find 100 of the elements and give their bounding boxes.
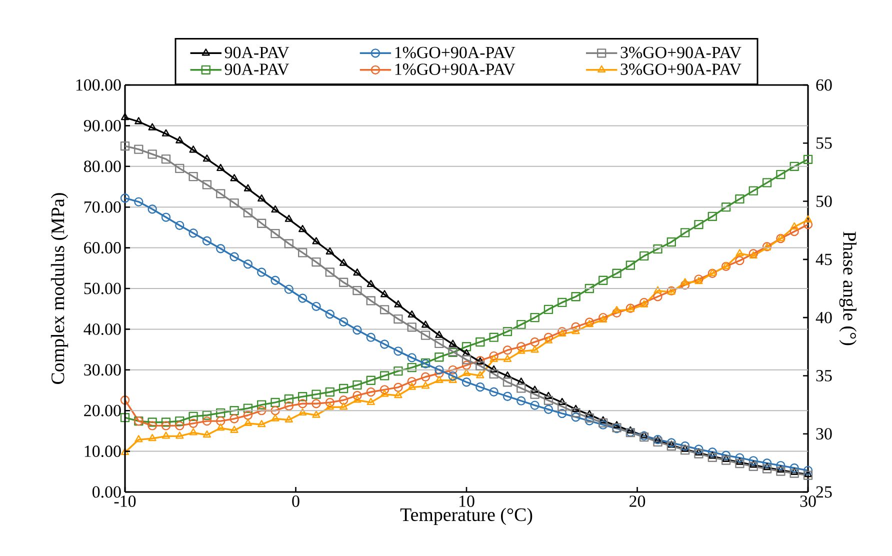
point xyxy=(352,286,362,296)
point xyxy=(489,369,498,379)
y-tick-label: 70.00 xyxy=(84,201,121,213)
point xyxy=(175,220,184,230)
point xyxy=(776,466,786,476)
point xyxy=(667,440,676,448)
point xyxy=(612,308,622,318)
point xyxy=(366,376,376,385)
point xyxy=(544,304,554,314)
x-tick-label: 20 xyxy=(630,496,646,507)
point xyxy=(776,465,785,473)
point xyxy=(803,220,813,230)
point xyxy=(530,337,540,347)
point xyxy=(230,174,238,182)
point xyxy=(176,432,184,439)
legend-label: 90A-PAV xyxy=(224,46,290,58)
point xyxy=(243,259,253,269)
y2-tick-label: 25 xyxy=(816,486,832,498)
point xyxy=(366,398,375,406)
point xyxy=(298,294,308,303)
point xyxy=(134,117,143,124)
point xyxy=(489,351,498,361)
point xyxy=(312,390,321,399)
point xyxy=(680,280,690,290)
point xyxy=(530,400,540,410)
point xyxy=(490,354,498,362)
legend-label: 1%GO+90A-PAV xyxy=(395,64,516,76)
point xyxy=(585,410,594,418)
point xyxy=(544,336,553,344)
point xyxy=(748,456,758,466)
point xyxy=(503,371,512,379)
point xyxy=(776,170,786,180)
point xyxy=(435,376,444,383)
point xyxy=(257,268,266,277)
point xyxy=(326,402,334,410)
point xyxy=(312,399,321,408)
point xyxy=(666,237,676,247)
x-tick-label: 0 xyxy=(292,496,300,507)
point xyxy=(434,338,444,348)
point xyxy=(462,368,471,376)
point xyxy=(735,256,744,266)
point xyxy=(462,360,472,370)
point xyxy=(803,466,813,476)
point xyxy=(762,458,772,468)
point xyxy=(407,322,416,332)
point xyxy=(161,418,171,427)
point xyxy=(544,332,554,342)
point xyxy=(380,305,390,314)
point xyxy=(489,332,498,342)
point xyxy=(421,382,430,389)
point xyxy=(448,365,458,374)
point xyxy=(544,404,554,414)
y-tick-label: 80.00 xyxy=(84,160,121,172)
point xyxy=(803,154,813,164)
point xyxy=(571,408,580,418)
point xyxy=(708,212,717,221)
point xyxy=(448,340,457,347)
point xyxy=(202,416,212,426)
point xyxy=(434,352,444,362)
y-tick-label: 90.00 xyxy=(84,120,121,132)
point xyxy=(736,458,744,465)
point xyxy=(598,312,608,322)
y2-axis-title: Phase angle (°) xyxy=(839,232,856,346)
point xyxy=(243,404,253,413)
point xyxy=(120,412,130,422)
point xyxy=(721,456,731,465)
y-tick-label: 10.00 xyxy=(84,446,121,458)
y2-tick-label: 35 xyxy=(816,370,832,382)
point xyxy=(407,353,416,362)
point xyxy=(516,342,526,352)
point xyxy=(338,384,348,394)
point xyxy=(735,453,744,462)
point xyxy=(284,239,294,248)
point xyxy=(120,396,130,405)
point xyxy=(366,296,376,306)
point xyxy=(161,212,171,222)
point xyxy=(558,329,566,336)
point xyxy=(394,346,403,356)
point xyxy=(284,284,294,294)
point xyxy=(544,392,553,399)
point xyxy=(175,164,184,174)
y-tick-label: 100.00 xyxy=(76,79,121,91)
point xyxy=(407,362,416,372)
point xyxy=(735,194,744,204)
point xyxy=(708,452,717,462)
point xyxy=(202,410,212,420)
point xyxy=(640,300,648,308)
point xyxy=(516,384,526,393)
y2-tick-label: 45 xyxy=(816,254,832,266)
point xyxy=(380,385,390,394)
point xyxy=(120,448,130,456)
point xyxy=(189,428,198,436)
point xyxy=(584,413,594,423)
point xyxy=(804,215,812,222)
point xyxy=(517,378,526,385)
point xyxy=(448,371,458,381)
point xyxy=(584,416,594,426)
point xyxy=(216,244,226,254)
y2-tick-label: 55 xyxy=(816,138,832,149)
point xyxy=(654,286,662,294)
